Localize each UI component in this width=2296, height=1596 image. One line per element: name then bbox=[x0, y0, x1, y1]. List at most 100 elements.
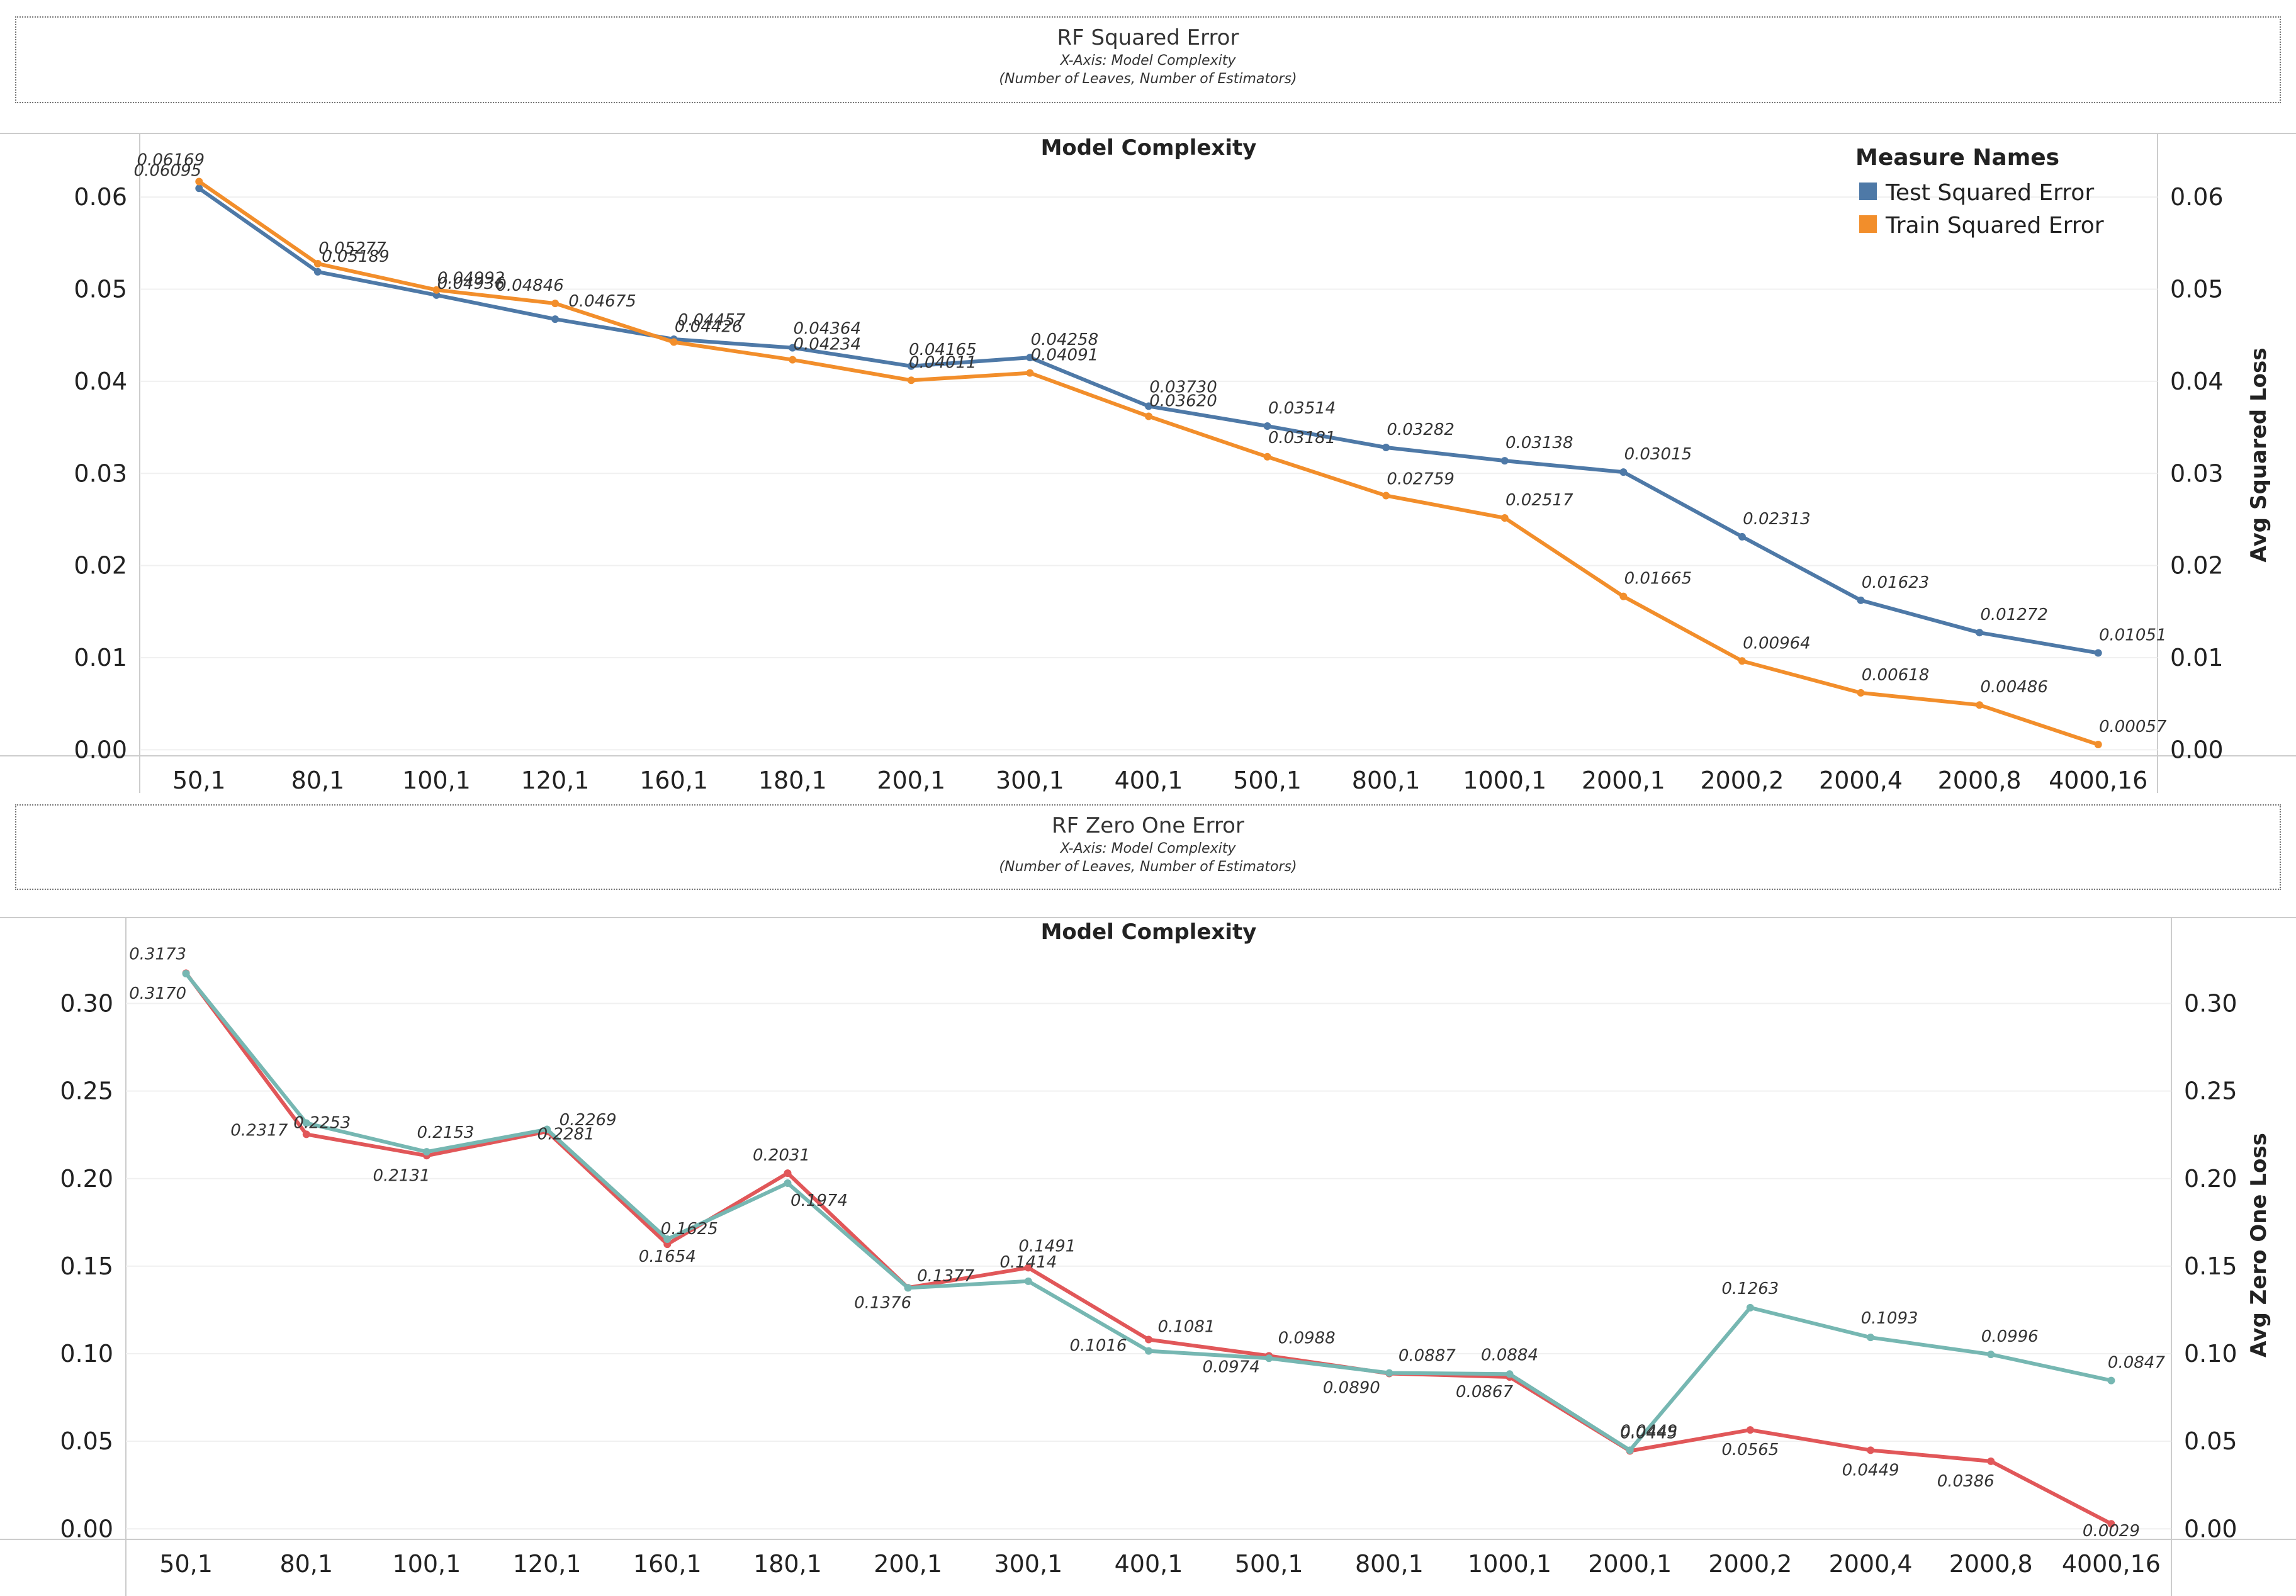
chart1-series-0-data-label: 0.04457 bbox=[678, 311, 746, 330]
chart1-series-1-data-label: 0.04234 bbox=[793, 335, 861, 354]
chart2-x-tick: 50,1 bbox=[159, 1550, 213, 1578]
chart2-series-0-data-label: 0.1625 bbox=[661, 1220, 718, 1239]
chart1-x-tick: 2000,2 bbox=[1700, 767, 1784, 793]
chart1-series-0-data-label: 0.03138 bbox=[1505, 434, 1573, 452]
chart2-series-1-data-label: 0.1093 bbox=[1861, 1309, 1918, 1328]
chart2-series-1-data-label: 0.0847 bbox=[2108, 1354, 2165, 1373]
chart2-series-1-data-label: 0.1016 bbox=[1070, 1337, 1127, 1356]
chart1-series-0-line bbox=[198, 186, 2099, 655]
chart1-x-tick: 2000,4 bbox=[1819, 767, 1903, 793]
chart2-series-1-point bbox=[2107, 1376, 2115, 1385]
chart1-y-axis-title: Avg Squared Loss bbox=[2246, 348, 2271, 563]
chart1-series-0-point bbox=[551, 315, 560, 323]
chart2-series-0-point bbox=[1867, 1446, 1875, 1454]
chart2-x-tick: 2000,8 bbox=[1949, 1550, 2033, 1578]
chart2-x-tick: 180,1 bbox=[753, 1550, 822, 1578]
chart1-subtitle-2: (Number of Leaves, Number of Estimators) bbox=[999, 71, 1297, 87]
chart1-y-tick-right: 0.00 bbox=[2170, 736, 2224, 763]
chart1-series-0-point bbox=[1500, 457, 1509, 465]
chart1-series-1-point bbox=[313, 260, 322, 268]
chart1-x-tick: 80,1 bbox=[291, 767, 345, 793]
chart2-x-tick: 80,1 bbox=[279, 1550, 333, 1578]
chart1-series-1-data-label: 0.06169 bbox=[137, 150, 205, 169]
chart2-series-1-point bbox=[1505, 1370, 1514, 1378]
chart1-y-tick-left: 0.04 bbox=[74, 368, 127, 395]
chart1-x-tick: 800,1 bbox=[1352, 767, 1421, 793]
chart2-series-1-data-label: 0.1263 bbox=[1721, 1279, 1779, 1298]
chart1-series-0-data-label: 0.02313 bbox=[1743, 510, 1811, 529]
chart2-y-tick-right: 0.20 bbox=[2184, 1165, 2237, 1193]
chart1-y-tick-left: 0.01 bbox=[74, 644, 127, 672]
chart2-series-1-data-label: 0.0884 bbox=[1481, 1346, 1538, 1364]
chart2-series-0-point bbox=[1746, 1426, 1754, 1434]
chart1-series-1-point bbox=[907, 376, 915, 385]
chart2-series-1-data-label: 0.3170 bbox=[129, 984, 186, 1003]
chart1-x-tick: 100,1 bbox=[402, 767, 471, 793]
chart1-title: RF Squared Error bbox=[1057, 25, 1239, 50]
chart2-y-tick-right: 0.30 bbox=[2184, 989, 2237, 1017]
chart1-series-1-point bbox=[1026, 369, 1034, 377]
chart2-series-1-point bbox=[784, 1179, 792, 1187]
chart2-x-tick: 200,1 bbox=[874, 1550, 942, 1578]
chart1-series-0-data-label: 0.06095 bbox=[134, 161, 202, 180]
chart1-x-tick: 200,1 bbox=[877, 767, 945, 793]
chart1-series-1-point bbox=[195, 177, 203, 186]
chart1-series-0-data-label: 0.05189 bbox=[322, 247, 390, 266]
chart1-y-tick-right: 0.03 bbox=[2170, 459, 2224, 487]
chart1-series-1-point bbox=[1500, 514, 1509, 522]
chart2-series-0-data-label: 0.2031 bbox=[753, 1146, 810, 1165]
chart1-y-tick-right: 0.04 bbox=[2170, 368, 2224, 395]
chart2-y-tick-right: 0.00 bbox=[2184, 1515, 2237, 1543]
chart1-series-0-point bbox=[1382, 443, 1390, 451]
chart2-x-tick: 160,1 bbox=[633, 1550, 702, 1578]
chart1-y-tick-right: 0.05 bbox=[2170, 276, 2224, 303]
chart1-series-1-data-label: 0.00486 bbox=[1980, 678, 2048, 697]
chart2-series-0-data-label: 0.0386 bbox=[1937, 1472, 1995, 1491]
chart2-series-0-point bbox=[784, 1169, 792, 1177]
chart2-series-1-point bbox=[543, 1125, 551, 1133]
chart1-series-1-point bbox=[1382, 492, 1390, 500]
chart1-series-0-data-label: 0.04364 bbox=[793, 320, 861, 339]
chart1-series-1-data-label: 0.04426 bbox=[675, 318, 743, 337]
chart2-subtitle-1: X-Axis: Model Complexity bbox=[1060, 841, 1236, 857]
chart1-y-tick-left: 0.00 bbox=[74, 736, 127, 763]
chart2-x-tick: 800,1 bbox=[1355, 1550, 1424, 1578]
chart1-y-tick-left: 0.05 bbox=[74, 276, 127, 303]
chart2-series-1-point bbox=[302, 1119, 310, 1127]
chart2-y-tick-right: 0.10 bbox=[2184, 1340, 2237, 1368]
chart1-series-0-data-label: 0.04936 bbox=[437, 274, 505, 293]
chart2-y-tick-left: 0.15 bbox=[60, 1252, 113, 1280]
chart2-y-tick-left: 0.05 bbox=[60, 1427, 113, 1455]
chart2-plot: Model Complexity 0.00 0.00 0.05 0.05 0.10 0.10… bbox=[0, 917, 2296, 1596]
chart1-series-1-point bbox=[670, 338, 678, 346]
chart1-x-tick: 4000,16 bbox=[2049, 767, 2147, 793]
chart1-series-0-point bbox=[1619, 468, 1628, 476]
chart1-series-0-data-label: 0.03730 bbox=[1149, 378, 1217, 396]
chart2-series-1-point bbox=[1987, 1351, 1995, 1359]
chart2-series-1-point bbox=[1265, 1354, 1273, 1363]
chart2-series-0-data-label: 0.0449 bbox=[1842, 1461, 1899, 1480]
chart2-y-tick-left: 0.30 bbox=[60, 989, 113, 1017]
chart2-series-1-data-label: 0.2317 bbox=[230, 1121, 288, 1140]
chart1-series-1-point bbox=[1619, 592, 1628, 600]
chart1-x-tick: 1000,1 bbox=[1463, 767, 1546, 793]
chart2-x-tick: 2000,1 bbox=[1588, 1550, 1672, 1578]
chart1-x-axis-title: Model Complexity bbox=[1041, 135, 1257, 160]
chart1-series-1-point bbox=[1145, 412, 1152, 420]
chart1-series-0-point bbox=[313, 267, 322, 276]
chart2-y-tick-left: 0.00 bbox=[60, 1515, 113, 1543]
chart2-x-axis-title: Model Complexity bbox=[1041, 919, 1257, 945]
chart2-x-tick: 400,1 bbox=[1115, 1550, 1183, 1578]
chart2-x-tick: 100,1 bbox=[393, 1550, 461, 1578]
legend-label-1: Train Squared Error bbox=[1885, 213, 2104, 239]
chart1-series-0-point bbox=[1738, 532, 1746, 541]
chart1-series-0-data-label: 0.03514 bbox=[1268, 399, 1336, 418]
chart1-series-1-data-label: 0.00964 bbox=[1743, 634, 1811, 653]
chart2-y-tick-right: 0.05 bbox=[2184, 1427, 2237, 1455]
chart1-series-1-point bbox=[551, 300, 560, 308]
chart1-series-1-point bbox=[1263, 452, 1271, 461]
chart2-x-tick: 4000,16 bbox=[2062, 1550, 2161, 1578]
chart1-series-0-point bbox=[1976, 629, 1984, 637]
chart2-series-1-data-label: 0.0890 bbox=[1323, 1379, 1380, 1398]
chart1-x-tick: 120,1 bbox=[521, 767, 590, 793]
